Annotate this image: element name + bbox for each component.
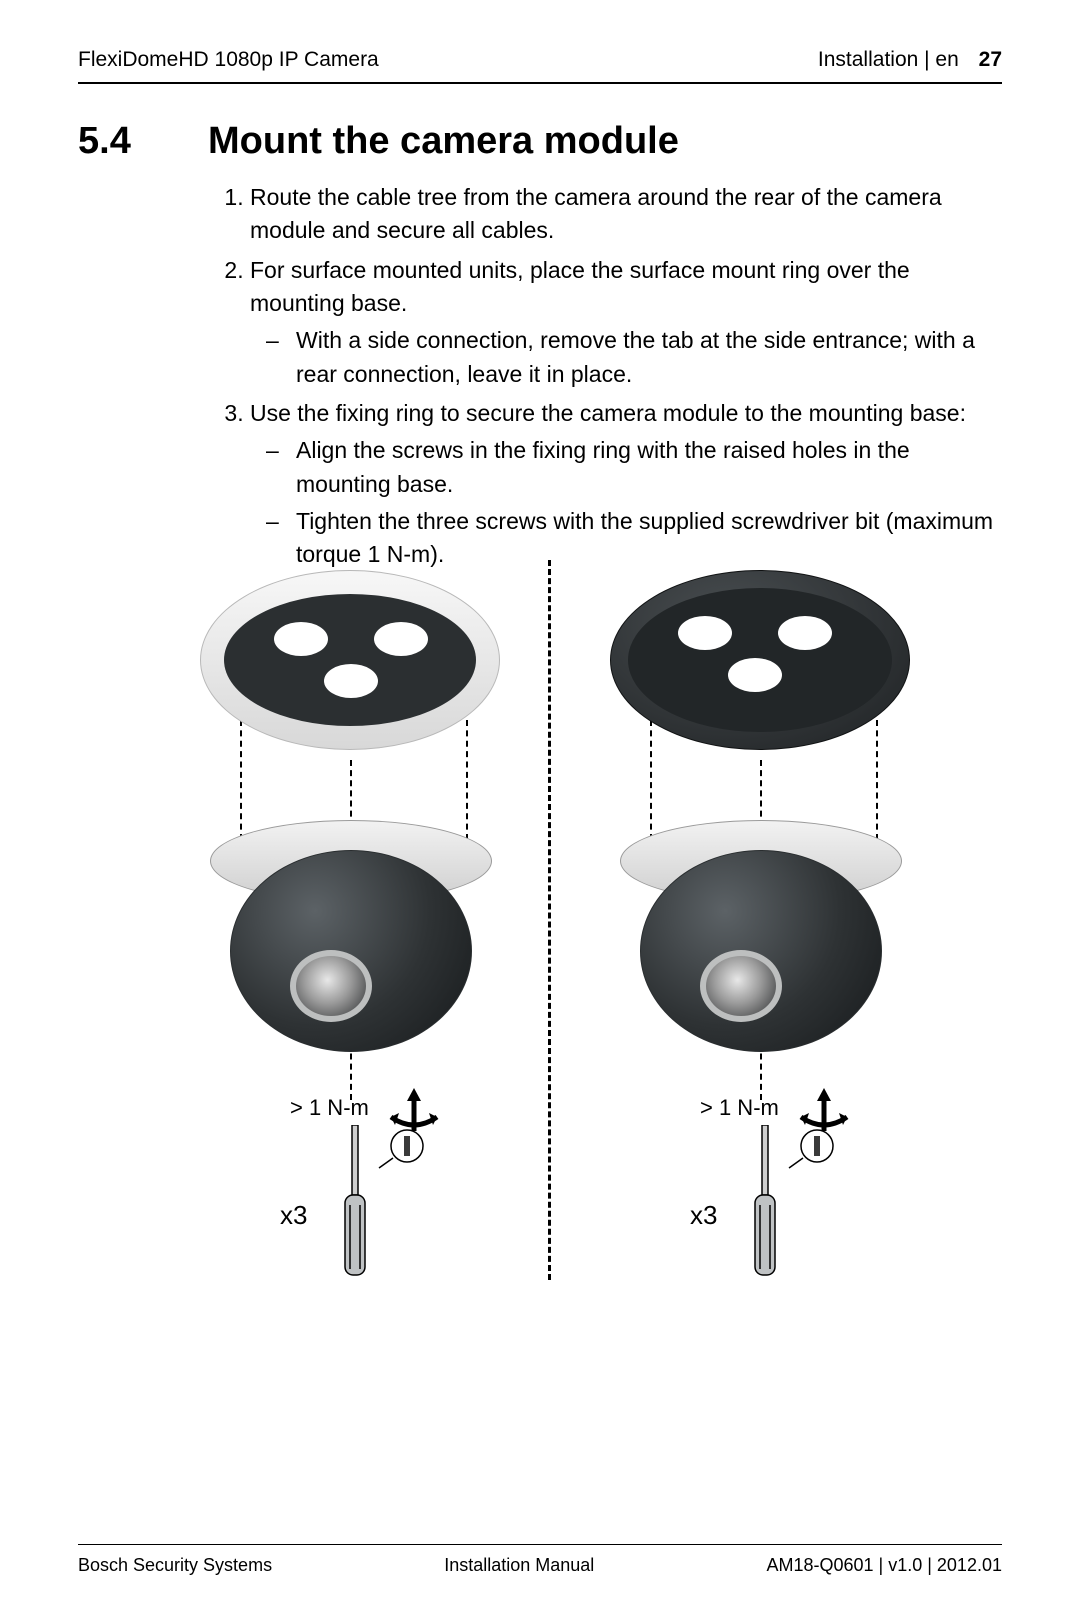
step-3-sub-1: Align the screws in the fixing ring with…: [296, 434, 1002, 501]
ring-slot: [274, 622, 328, 656]
rotation-arrow-icon: [379, 1083, 449, 1133]
ring-slot: [374, 622, 428, 656]
step-list: Route the cable tree from the camera aro…: [208, 181, 1002, 572]
section-number: 5.4: [78, 120, 208, 163]
screwdriver-icon: [330, 1125, 380, 1280]
step-2-text: For surface mounted units, place the sur…: [250, 257, 910, 316]
ring-slot: [324, 664, 378, 698]
camera-dome-right: [620, 820, 900, 1050]
dome-body: [640, 850, 882, 1052]
step-2-sublist: With a side connection, remove the tab a…: [250, 324, 1002, 391]
screw-count-label: x3: [690, 1200, 717, 1231]
ring-slot: [778, 616, 832, 650]
footer-doc-id: AM18-Q0601 | v1.0 | 2012.01: [766, 1555, 1002, 1576]
camera-dome-left: [210, 820, 490, 1050]
footer-doc-type: Installation Manual: [444, 1555, 594, 1576]
page-footer: Bosch Security Systems Installation Manu…: [78, 1544, 1002, 1576]
mount-ring-left: [200, 570, 500, 750]
step-1: Route the cable tree from the camera aro…: [250, 181, 1002, 248]
bit-callout-icon: [375, 1128, 430, 1170]
step-2-sub-1: With a side connection, remove the tab a…: [296, 324, 1002, 391]
manual-page: FlexiDomeHD 1080p IP Camera Installation…: [0, 0, 1080, 1618]
step-3: Use the fixing ring to secure the camera…: [250, 397, 1002, 572]
step-2: For surface mounted units, place the sur…: [250, 254, 1002, 391]
torque-label: > 1 N-m: [700, 1095, 779, 1121]
footer-row: Bosch Security Systems Installation Manu…: [78, 1555, 1002, 1576]
bit-callout-icon: [785, 1128, 840, 1170]
page-header: FlexiDomeHD 1080p IP Camera Installation…: [78, 48, 1002, 84]
screwdriver-icon: [740, 1125, 790, 1280]
dome-body: [230, 850, 472, 1052]
assembly-diagram: > 1 N-m: [150, 560, 950, 1280]
torque-label: > 1 N-m: [290, 1095, 369, 1121]
header-right: Installation | en 27: [818, 48, 1002, 72]
step-3-sublist: Align the screws in the fixing ring with…: [250, 434, 1002, 571]
step-3-text: Use the fixing ring to secure the camera…: [250, 400, 966, 426]
camera-lens: [290, 950, 372, 1022]
footer-rule: [78, 1544, 1002, 1545]
screw-count-label: x3: [280, 1200, 307, 1231]
section-body: Route the cable tree from the camera aro…: [208, 181, 1002, 572]
ring-slot: [678, 616, 732, 650]
ring-plate: [628, 588, 892, 732]
diagram-divider: [548, 560, 551, 1280]
mount-ring-right: [610, 570, 910, 750]
section-title: Mount the camera module: [208, 120, 679, 163]
rotation-arrow-icon: [789, 1083, 859, 1133]
breadcrumb: Installation | en: [818, 48, 959, 71]
product-name: FlexiDomeHD 1080p IP Camera: [78, 48, 379, 72]
ring-plate: [224, 594, 476, 726]
page-number: 27: [979, 48, 1002, 71]
camera-lens: [700, 950, 782, 1022]
footer-company: Bosch Security Systems: [78, 1555, 272, 1576]
ring-slot: [728, 658, 782, 692]
section-heading: 5.4 Mount the camera module: [78, 120, 1002, 163]
